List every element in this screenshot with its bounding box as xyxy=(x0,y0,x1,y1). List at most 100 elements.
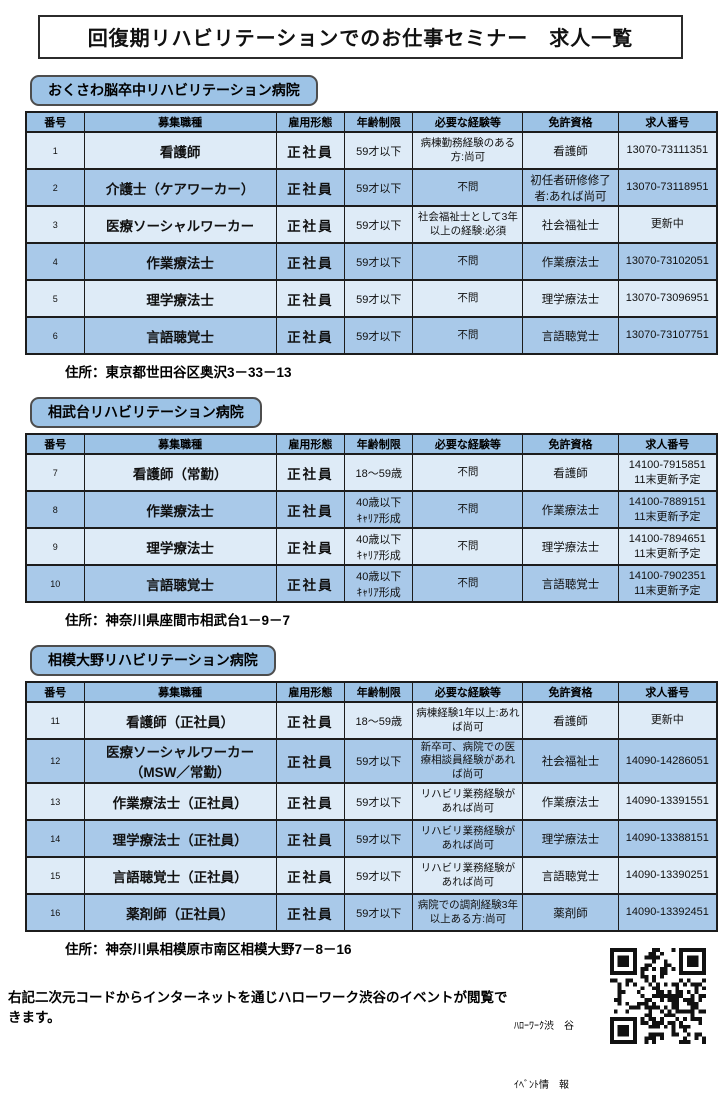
cell-license: 看護師 xyxy=(522,701,619,740)
cell-experience: 病棟経験1年以上:あれば尚可 xyxy=(412,701,524,740)
cell-experience: 新卒可、病院での医療相談員経験があれば尚可 xyxy=(412,738,524,784)
column-header: 雇用形態 xyxy=(275,681,346,703)
cell-employment: 正社員 xyxy=(275,316,346,355)
job-row: 3 医療ソーシャルワーカー 正社員 59才以下 社会福祉士として3年以上の経験:必須 社会… xyxy=(25,205,718,244)
job-row: 4 作業療法士 正社員 59才以下 不問 作業療法士 13070-73102051 xyxy=(25,242,718,281)
cell-experience: 不問 xyxy=(412,564,524,603)
hospital-section: 相武台リハビリテーション病院 番号 募集職種 雇用形態 年齢制限 必要な経験等 免許資格求… xyxy=(25,397,718,629)
table-header-row: 番号 募集職種 雇用形態 年齢制限 必要な経験等 免許資格 求人番号 xyxy=(25,111,718,133)
cell-no: 12 xyxy=(25,738,85,784)
cell-experience: リハビリ業務経験があれば尚可 xyxy=(412,782,524,821)
column-header: 募集職種 xyxy=(83,681,277,703)
cell-age: 59才以下 xyxy=(344,782,414,821)
cell-job: 医療ソーシャルワーカー （MSW／常勤） xyxy=(83,738,277,784)
cell-employment: 正社員 xyxy=(275,279,346,318)
cell-job: 言語聴覚士 xyxy=(83,316,277,355)
cell-job-number: 14090-13392451 xyxy=(617,893,718,932)
column-header: 求人番号 xyxy=(617,681,718,703)
cell-job-number: 14100-7915851 11末更新予定 xyxy=(617,453,718,492)
cell-no: 16 xyxy=(25,893,85,932)
cell-no: 7 xyxy=(25,453,85,492)
cell-license: 社会福祉士 xyxy=(522,738,619,784)
cell-employment: 正社員 xyxy=(275,701,346,740)
job-row: 11 看護師（正社員） 正社員 18～59歳 病棟経験1年以上:あれば尚可 看護師 更新中 xyxy=(25,701,718,740)
column-header: 年齢制限 xyxy=(344,433,414,455)
cell-job-number: 13070-73107751 xyxy=(617,316,718,355)
cell-employment: 正社員 xyxy=(275,242,346,281)
job-row: 6 言語聴覚士 正社員 59才以下 不問 言語聴覚士 13070-73107751 xyxy=(25,316,718,355)
cell-age: 59才以下 xyxy=(344,131,414,170)
hospital-name-chip: 相模大野リハビリテーション病院 xyxy=(30,645,276,676)
job-row: 14 理学療法士（正社員） 正社員 59才以下 リハビリ業務経験があれば尚可 理学療法士 1… xyxy=(25,819,718,858)
job-table: 番号 募集職種 雇用形態 年齢制限 必要な経験等 免許資格 求人番号 1 看護師 正社員 59才以… xyxy=(25,111,718,355)
cell-experience: リハビリ業務経験があれば尚可 xyxy=(412,856,524,895)
hospital-address: 住所：神奈川県座間市相武台1－9－7 xyxy=(65,613,291,628)
cell-no: 15 xyxy=(25,856,85,895)
job-row: 8 作業療法士 正社員 40歳以下 ｷｬﾘｱ形成 不問 作業療法士 14100-788915… xyxy=(25,490,718,529)
hospital-sections: おくさわ脳卒中リハビリテーション病院 番号 募集職種 雇用形態 年齢制限 必要な経験等免… xyxy=(0,75,721,958)
cell-employment: 正社員 xyxy=(275,453,346,492)
cell-age: 18～59歳 xyxy=(344,453,414,492)
cell-job-number: 14100-7902351 11末更新予定 xyxy=(617,564,718,603)
cell-license: 理学療法士 xyxy=(522,527,619,566)
cell-age: 59才以下 xyxy=(344,205,414,244)
cell-job-number: 更新中 xyxy=(617,701,718,740)
cell-job-number: 14100-7889151 11末更新予定 xyxy=(617,490,718,529)
cell-experience: 不問 xyxy=(412,453,524,492)
cell-license: 作業療法士 xyxy=(522,242,619,281)
cell-employment: 正社員 xyxy=(275,490,346,529)
cell-employment: 正社員 xyxy=(275,168,346,207)
cell-employment: 正社員 xyxy=(275,527,346,566)
cell-job: 看護師（正社員） xyxy=(83,701,277,740)
cell-job: 作業療法士（正社員） xyxy=(83,782,277,821)
column-header: 番号 xyxy=(25,433,85,455)
cell-experience: 不問 xyxy=(412,168,524,207)
column-header: 雇用形態 xyxy=(275,111,346,133)
cell-job: 薬剤師（正社員） xyxy=(83,893,277,932)
cell-experience: 社会福祉士として3年以上の経験:必須 xyxy=(412,205,524,244)
cell-job: 理学療法士 xyxy=(83,279,277,318)
qr-caption: ﾊﾛｰﾜｰｸ渋 谷 ｲﾍﾞﾝﾄ情 報 xyxy=(514,978,574,1115)
cell-employment: 正社員 xyxy=(275,205,346,244)
cell-age: 40歳以下 ｷｬﾘｱ形成 xyxy=(344,490,414,529)
job-row: 5 理学療法士 正社員 59才以下 不問 理学療法士 13070-73096951 xyxy=(25,279,718,318)
cell-no: 2 xyxy=(25,168,85,207)
hospital-address: 住所：東京都世田谷区奥沢3－33－13 xyxy=(65,365,292,380)
column-header: 番号 xyxy=(25,111,85,133)
cell-license: 初任者研修修了者:あれば尚可 xyxy=(522,168,619,207)
cell-license: 看護師 xyxy=(522,453,619,492)
column-header: 求人番号 xyxy=(617,111,718,133)
cell-license: 作業療法士 xyxy=(522,782,619,821)
cell-job-number: 14090-13388151 xyxy=(617,819,718,858)
column-header: 必要な経験等 xyxy=(412,681,524,703)
column-header: 必要な経験等 xyxy=(412,111,524,133)
job-row: 9 理学療法士 正社員 40歳以下 ｷｬﾘｱ形成 不問 理学療法士 14100-789465… xyxy=(25,527,718,566)
cell-no: 3 xyxy=(25,205,85,244)
cell-job-number: 更新中 xyxy=(617,205,718,244)
qr-caption-line1: ﾊﾛｰﾜｰｸ渋 谷 xyxy=(514,1021,574,1032)
column-header: 求人番号 xyxy=(617,433,718,455)
job-row: 2 介護士（ケアワーカー） 正社員 59才以下 不問 初任者研修修了者:あれば尚可 1307… xyxy=(25,168,718,207)
hospital-name-chip: 相武台リハビリテーション病院 xyxy=(30,397,262,428)
job-row: 1 看護師 正社員 59才以下 病棟勤務経験のある方:尚可 看護師 13070-731113… xyxy=(25,131,718,170)
cell-job-number: 14090-14286051 xyxy=(617,738,718,784)
column-header: 募集職種 xyxy=(83,111,277,133)
cell-license: 言語聴覚士 xyxy=(522,316,619,355)
cell-no: 10 xyxy=(25,564,85,603)
cell-age: 59才以下 xyxy=(344,893,414,932)
cell-age: 59才以下 xyxy=(344,738,414,784)
cell-job: 言語聴覚士（正社員） xyxy=(83,856,277,895)
hospital-address: 住所：神奈川県相模原市南区相模大野7－8－16 xyxy=(65,942,352,957)
qr-code xyxy=(610,948,706,1044)
job-row: 7 看護師（常勤） 正社員 18～59歳 不問 看護師 14100-7915851 11末更… xyxy=(25,453,718,492)
job-row: 16 薬剤師（正社員） 正社員 59才以下 病院での調剤経験3年以上ある方:尚可 薬剤師 1… xyxy=(25,893,718,932)
cell-license: 言語聴覚士 xyxy=(522,856,619,895)
cell-job-number: 13070-73111351 xyxy=(617,131,718,170)
cell-employment: 正社員 xyxy=(275,738,346,784)
cell-experience: 病院での調剤経験3年以上ある方:尚可 xyxy=(412,893,524,932)
column-header: 必要な経験等 xyxy=(412,433,524,455)
job-row: 10 言語聴覚士 正社員 40歳以下 ｷｬﾘｱ形成 不問 言語聴覚士 14100-79023… xyxy=(25,564,718,603)
cell-no: 5 xyxy=(25,279,85,318)
column-header: 免許資格 xyxy=(522,681,619,703)
cell-job-number: 14090-13390251 xyxy=(617,856,718,895)
